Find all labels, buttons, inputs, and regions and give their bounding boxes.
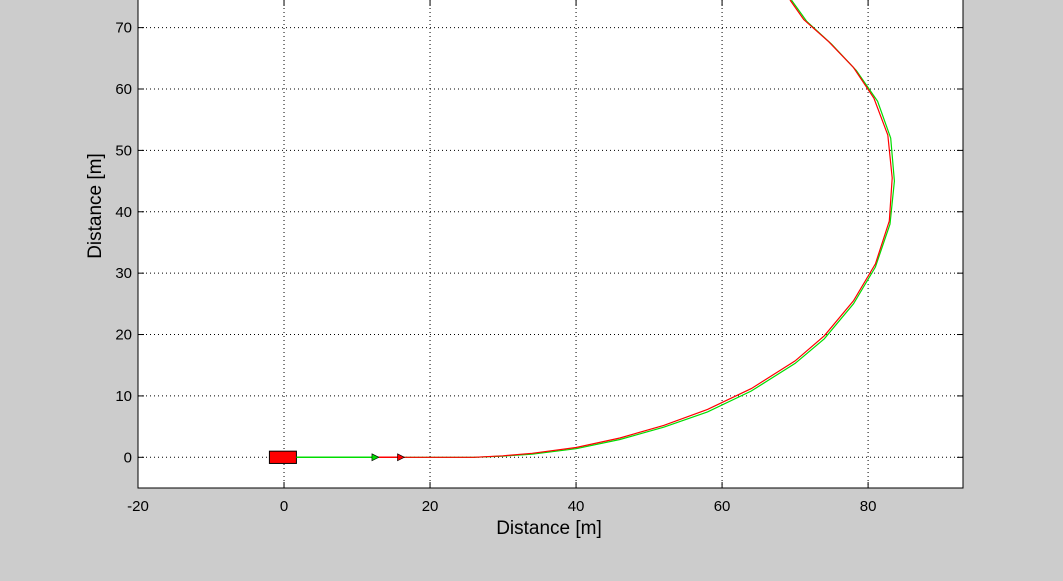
y-tick-label: 50 — [115, 142, 132, 159]
series-layer — [378, 0, 896, 458]
y-tick-label: 20 — [115, 327, 132, 344]
tick-labels: -20 0 20 40 60 80 0 10 20 30 40 50 60 70 — [115, 20, 876, 515]
y-tick-label: 40 — [115, 204, 132, 221]
x-tick-label: 20 — [422, 498, 439, 515]
axes-box — [137, 0, 964, 489]
x-tick-label: 60 — [714, 498, 731, 515]
vehicle-marker — [268, 450, 297, 464]
y-tick-label: 60 — [115, 81, 132, 98]
direction-arrow-head — [397, 453, 406, 462]
x-axis-label: Distance [m] — [496, 518, 602, 539]
y-tick-label: 70 — [115, 20, 132, 37]
plot-area — [138, 0, 963, 488]
series-line-2 — [400, 0, 893, 458]
y-tick-label: 30 — [115, 265, 132, 282]
y-axis-label: Distance [m] — [85, 153, 106, 259]
x-tick-label: 40 — [568, 498, 585, 515]
x-tick-label: -20 — [127, 498, 149, 515]
marker-layer — [268, 450, 406, 464]
x-tick-label: 0 — [280, 498, 288, 515]
direction-arrow-head — [371, 453, 380, 462]
grid — [137, 0, 963, 488]
y-tick-label: 0 — [124, 449, 132, 466]
x-tick-label: 80 — [860, 498, 877, 515]
y-tick-label: 10 — [115, 388, 132, 405]
